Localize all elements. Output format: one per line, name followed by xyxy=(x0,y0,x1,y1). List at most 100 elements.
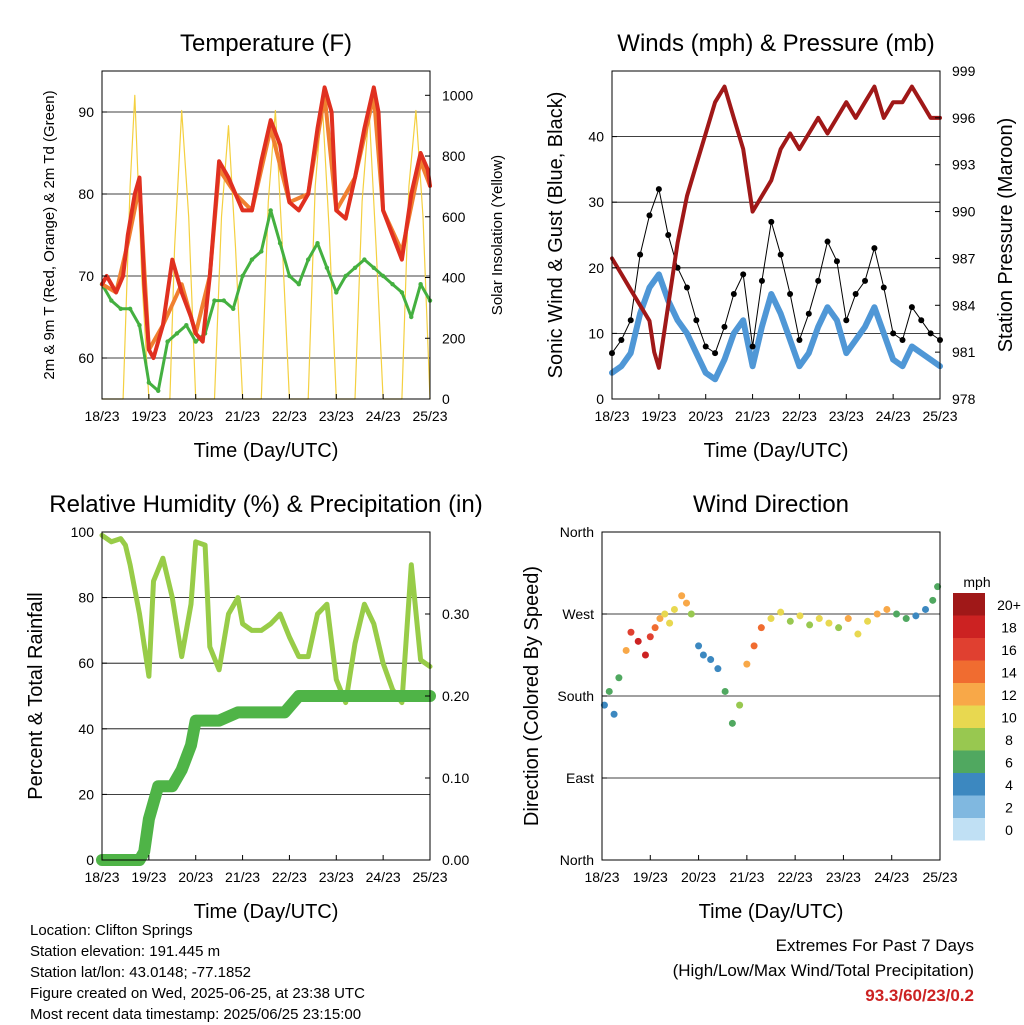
temperature-xlabel: Time (Day/UTC) xyxy=(194,440,339,462)
dewpoint-point xyxy=(380,273,386,279)
winds-y2tick-label: 987 xyxy=(952,250,976,266)
humidity-ytick-label: 80 xyxy=(78,590,94,606)
direction-point xyxy=(929,596,937,604)
winds-ytick-label: 0 xyxy=(596,391,604,407)
direction-point xyxy=(767,615,775,623)
direction-point xyxy=(627,628,635,636)
direction-xtick-label: 23/23 xyxy=(826,869,861,885)
colorbar-label: 0 xyxy=(1005,822,1013,838)
location-text: Location: Clifton Springs xyxy=(30,922,193,939)
colorbar-cell xyxy=(953,638,985,661)
direction-point xyxy=(622,646,630,654)
dewpoint-point xyxy=(390,282,395,287)
direction-point xyxy=(777,608,785,616)
direction-ytick-label: West xyxy=(562,606,594,622)
direction-point xyxy=(757,624,765,632)
colorbar-label: 14 xyxy=(1001,665,1017,681)
dewpoint-point xyxy=(193,339,198,344)
humidity-ytick-label: 0 xyxy=(86,852,94,868)
direction-point xyxy=(806,621,814,629)
dewpoint-point xyxy=(174,331,180,336)
direction-point xyxy=(605,687,613,695)
temperature-y2label: Solar Insolation (Yellow) xyxy=(489,155,506,315)
direction-ytick-label: South xyxy=(557,688,594,704)
temperature-y2tick-label: 800 xyxy=(442,148,466,164)
direction-point xyxy=(683,599,690,607)
direction-point xyxy=(670,605,678,613)
direction-point xyxy=(883,605,891,613)
direction-point xyxy=(661,610,669,618)
colorbar-label: 18 xyxy=(1001,620,1017,636)
humidity-xtick-label: 21/23 xyxy=(225,869,260,885)
dewpoint-point xyxy=(165,339,170,344)
humidity-ytick-label: 60 xyxy=(78,655,94,671)
humidity-xtick-label: 23/23 xyxy=(319,869,354,885)
direction-point xyxy=(844,615,852,623)
dewpoint-point xyxy=(343,273,348,279)
dewpoint-point xyxy=(277,241,283,246)
direction-point xyxy=(912,612,920,620)
humidity-title: Relative Humidity (%) & Precipitation (i… xyxy=(49,491,482,518)
direction-point xyxy=(902,615,910,623)
humidity-xlabel: Time (Day/UTC) xyxy=(194,901,339,923)
direction-point xyxy=(873,610,881,618)
dewpoint-point xyxy=(296,282,301,287)
direction-xtick-label: 19/23 xyxy=(633,869,668,885)
extremes-title: Extremes For Past 7 Days xyxy=(775,936,974,955)
winds-y2tick-label: 981 xyxy=(952,344,976,360)
temperature-xtick-label: 18/23 xyxy=(84,408,119,424)
temperature-y2tick-label: 200 xyxy=(442,330,466,346)
dewpoint-point xyxy=(259,249,264,254)
dewpoint-point xyxy=(109,298,114,303)
temperature-xtick-label: 21/23 xyxy=(225,408,260,424)
dewpoint-point xyxy=(352,265,358,270)
colorbar-label: 6 xyxy=(1005,755,1013,771)
colorbar-label: 10 xyxy=(1001,710,1017,726)
temperature-ytick-label: 60 xyxy=(78,350,94,366)
direction-point xyxy=(721,687,729,695)
dewpoint-point xyxy=(156,388,161,393)
winds-ytick-label: 30 xyxy=(588,194,604,210)
direction-xtick-label: 22/23 xyxy=(778,869,813,885)
winds-ytick-label: 10 xyxy=(588,325,604,341)
colorbar-label: 4 xyxy=(1005,777,1013,793)
winds-xtick-label: 19/23 xyxy=(641,408,676,424)
colorbar-label: 16 xyxy=(1001,642,1017,658)
direction-point xyxy=(864,617,872,625)
temperature-ytick-label: 80 xyxy=(78,186,94,202)
direction-xtick-label: 25/23 xyxy=(922,869,957,885)
humidity-y2tick-label: 0.00 xyxy=(442,852,469,868)
winds-frame xyxy=(611,70,941,400)
winds-xtick-label: 22/23 xyxy=(782,408,817,424)
direction-point xyxy=(825,619,833,627)
colorbar-cell xyxy=(953,593,985,616)
winds-xtick-label: 21/23 xyxy=(735,408,770,424)
direction-point xyxy=(707,656,715,664)
temperature-title: Temperature (F) xyxy=(180,30,352,57)
timestamp-text: Most recent data timestamp: 2025/06/25 2… xyxy=(30,1006,362,1023)
winds-xlabel: Time (Day/UTC) xyxy=(704,440,849,462)
temperature-xtick-label: 19/23 xyxy=(131,408,166,424)
direction-point xyxy=(714,665,722,673)
direction-point xyxy=(750,642,758,650)
winds-y2tick-label: 996 xyxy=(952,110,976,126)
dewpoint-point xyxy=(371,265,376,270)
extremes-subtitle: (High/Low/Max Wind/Total Precipitation) xyxy=(672,961,974,980)
direction-point xyxy=(600,701,608,709)
direction-point xyxy=(641,651,649,659)
direction-point xyxy=(687,610,695,618)
dewpoint-point xyxy=(409,314,414,320)
colorbar-cell xyxy=(953,750,985,773)
winds-xtick-label: 23/23 xyxy=(829,408,864,424)
colorbar-cell xyxy=(953,615,985,638)
direction-xtick-label: 21/23 xyxy=(729,869,764,885)
temperature-xtick-label: 22/23 xyxy=(272,408,307,424)
temperature-ytick-label: 90 xyxy=(78,104,94,120)
wind-line xyxy=(609,271,943,383)
direction-point xyxy=(656,615,664,623)
winds-ytick-label: 40 xyxy=(588,129,604,145)
dewpoint-point xyxy=(418,282,423,287)
temperature-frame xyxy=(101,70,431,400)
winds-ylabel: Sonic Wind & Gust (Blue, Black) xyxy=(545,92,567,379)
colorbar-cell xyxy=(953,660,985,683)
